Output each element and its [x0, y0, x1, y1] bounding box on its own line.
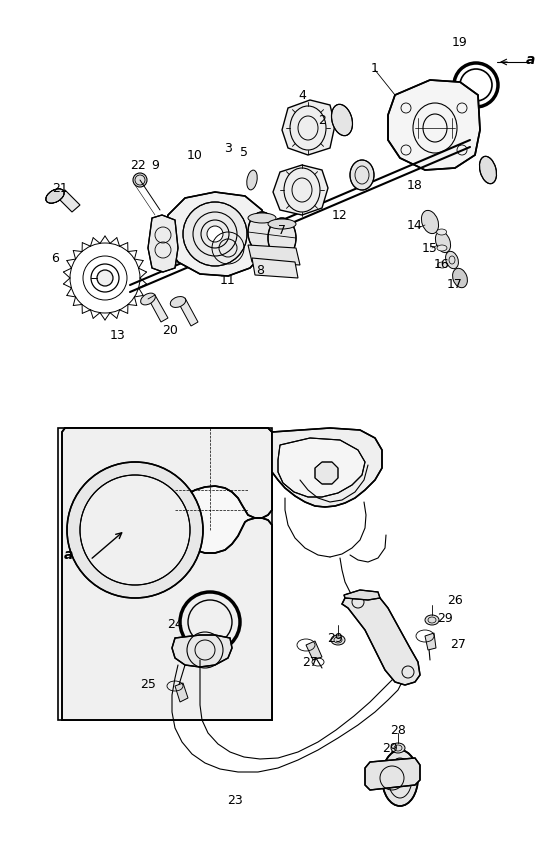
- Ellipse shape: [248, 212, 276, 252]
- Text: 24: 24: [167, 618, 183, 632]
- Text: 27: 27: [450, 638, 466, 652]
- Text: a: a: [63, 548, 73, 562]
- Polygon shape: [388, 80, 480, 170]
- Polygon shape: [62, 428, 272, 720]
- Text: 4: 4: [298, 88, 306, 102]
- Ellipse shape: [46, 188, 64, 204]
- Ellipse shape: [331, 104, 352, 135]
- Ellipse shape: [391, 743, 405, 753]
- Ellipse shape: [97, 270, 113, 286]
- Ellipse shape: [133, 173, 147, 187]
- Ellipse shape: [80, 475, 190, 585]
- Polygon shape: [342, 595, 420, 685]
- Text: 10: 10: [187, 149, 203, 161]
- Text: 9: 9: [151, 158, 159, 172]
- Ellipse shape: [268, 218, 296, 258]
- Text: 23: 23: [227, 794, 243, 807]
- Ellipse shape: [480, 156, 497, 183]
- Polygon shape: [148, 215, 178, 272]
- Text: 28: 28: [390, 723, 406, 737]
- Polygon shape: [365, 758, 420, 790]
- Polygon shape: [252, 258, 298, 278]
- Ellipse shape: [247, 170, 257, 190]
- Text: 20: 20: [162, 324, 178, 336]
- Text: 2: 2: [318, 114, 326, 126]
- Text: 11: 11: [220, 273, 236, 287]
- Polygon shape: [175, 683, 188, 702]
- Polygon shape: [165, 192, 268, 276]
- Text: 12: 12: [332, 209, 348, 221]
- Text: 19: 19: [452, 35, 468, 49]
- Text: 21: 21: [52, 182, 68, 194]
- Text: 6: 6: [51, 251, 59, 265]
- Polygon shape: [272, 428, 382, 507]
- Polygon shape: [58, 428, 272, 720]
- Polygon shape: [248, 245, 300, 265]
- Polygon shape: [278, 438, 365, 497]
- Ellipse shape: [436, 231, 451, 252]
- Ellipse shape: [67, 462, 203, 598]
- Ellipse shape: [331, 635, 345, 645]
- Text: 22: 22: [130, 158, 146, 172]
- Ellipse shape: [207, 226, 223, 242]
- Text: a: a: [526, 53, 534, 67]
- Polygon shape: [306, 641, 322, 660]
- Text: 16: 16: [434, 258, 450, 272]
- Polygon shape: [148, 295, 168, 322]
- Text: 15: 15: [422, 241, 438, 255]
- Polygon shape: [282, 100, 335, 155]
- Text: 26: 26: [447, 594, 463, 606]
- Text: 27: 27: [302, 655, 318, 669]
- Polygon shape: [178, 298, 198, 326]
- Ellipse shape: [437, 262, 447, 268]
- Polygon shape: [315, 462, 338, 484]
- Polygon shape: [344, 590, 380, 600]
- Polygon shape: [172, 635, 232, 667]
- Text: 14: 14: [407, 219, 423, 231]
- Text: 1: 1: [371, 61, 379, 75]
- Text: 17: 17: [447, 278, 463, 292]
- Polygon shape: [425, 633, 436, 650]
- Ellipse shape: [140, 294, 155, 305]
- Text: 5: 5: [240, 145, 248, 158]
- Text: 29: 29: [382, 742, 398, 754]
- Ellipse shape: [446, 251, 458, 269]
- Ellipse shape: [437, 245, 447, 251]
- Ellipse shape: [248, 213, 276, 223]
- Ellipse shape: [452, 268, 467, 288]
- Ellipse shape: [350, 160, 374, 190]
- Text: 13: 13: [110, 329, 126, 341]
- Text: 3: 3: [224, 141, 232, 155]
- Ellipse shape: [421, 210, 438, 234]
- Ellipse shape: [382, 750, 418, 806]
- Text: 25: 25: [140, 679, 156, 691]
- Text: 29: 29: [327, 632, 343, 644]
- Ellipse shape: [425, 615, 439, 625]
- Text: 7: 7: [278, 224, 286, 236]
- Polygon shape: [273, 165, 328, 215]
- Text: 8: 8: [256, 263, 264, 277]
- Ellipse shape: [268, 219, 296, 229]
- Ellipse shape: [170, 297, 186, 308]
- Text: 29: 29: [437, 611, 453, 625]
- Ellipse shape: [183, 202, 247, 266]
- Polygon shape: [55, 190, 80, 212]
- Text: 18: 18: [407, 178, 423, 192]
- Ellipse shape: [437, 229, 447, 235]
